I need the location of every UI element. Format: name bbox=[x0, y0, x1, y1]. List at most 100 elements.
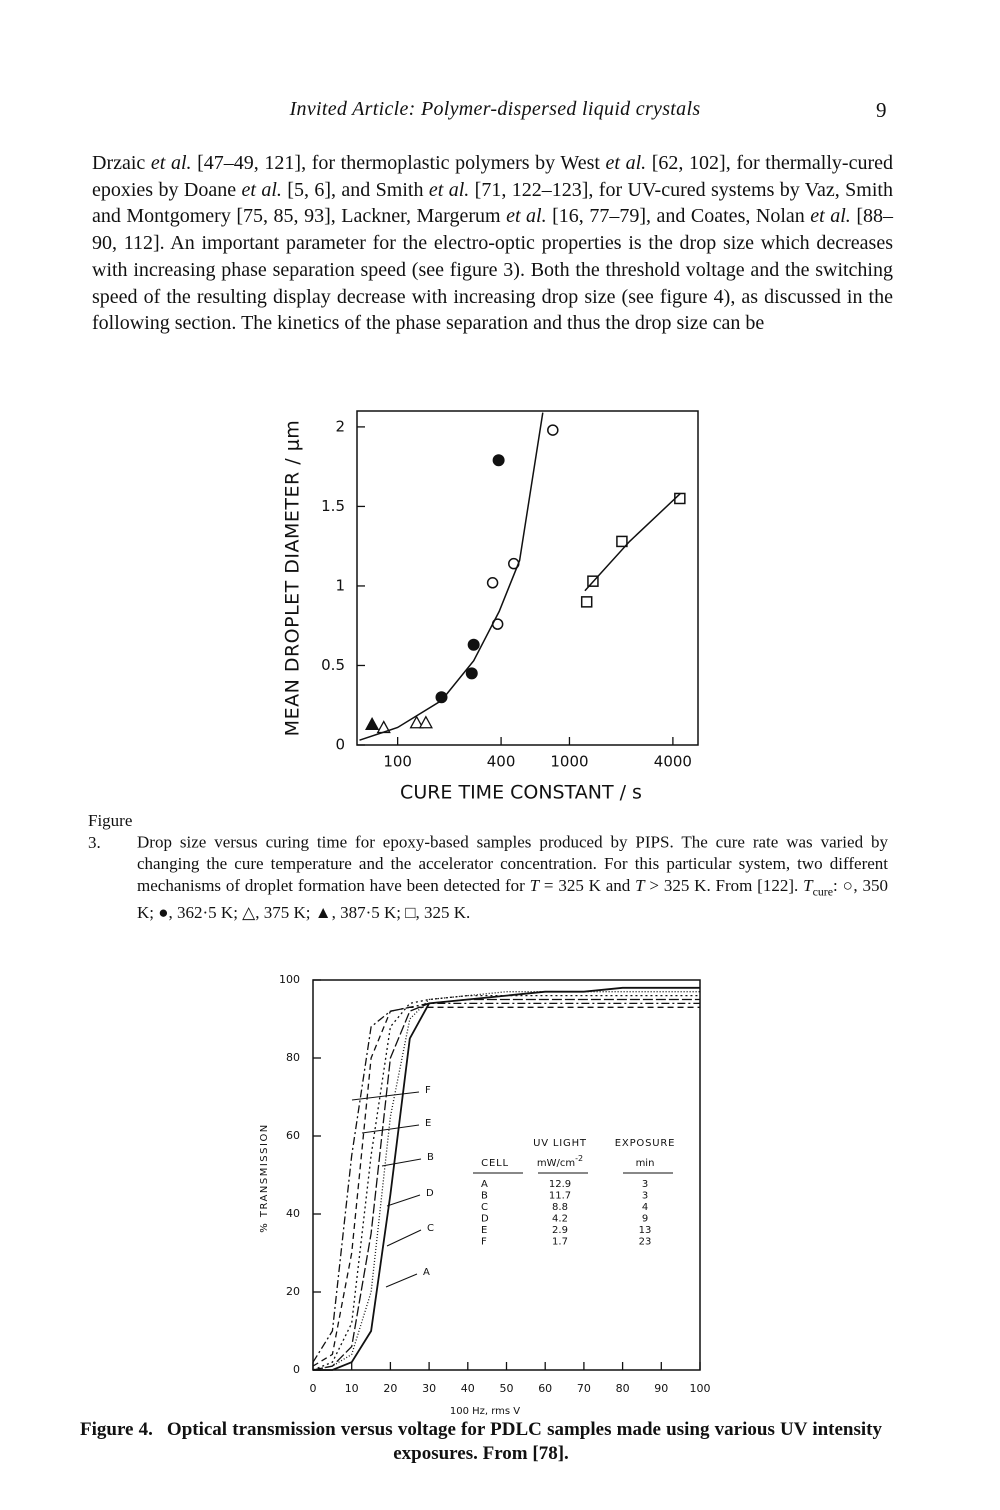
point bbox=[547, 424, 559, 436]
curve-label: D bbox=[426, 1188, 434, 1199]
table-cell: 8.8 bbox=[552, 1202, 568, 1213]
point bbox=[467, 638, 480, 651]
plot-frame bbox=[356, 410, 699, 746]
curve bbox=[312, 998, 700, 1371]
text-run: [71, 122–123], for UV-cured systems by V… bbox=[92, 178, 893, 228]
text-run: et al. bbox=[241, 178, 282, 201]
x-tick-label: 100 bbox=[383, 753, 412, 771]
curve bbox=[312, 994, 700, 1371]
text-run: [47–49, 121], for thermoplastic polymers… bbox=[191, 152, 606, 174]
point bbox=[364, 716, 380, 730]
y-tick-label: 0 bbox=[293, 1363, 300, 1376]
x-tick-label: 40 bbox=[461, 1382, 475, 1395]
fit-line bbox=[359, 412, 544, 741]
y-tick-label: 0 bbox=[335, 736, 345, 754]
leader-line bbox=[351, 1091, 420, 1101]
point bbox=[465, 667, 478, 680]
point bbox=[418, 715, 433, 729]
table-cell: 4 bbox=[642, 1202, 648, 1213]
x-tick-label: 100 bbox=[690, 1382, 711, 1395]
point bbox=[435, 691, 448, 704]
page-number: 9 bbox=[876, 98, 887, 122]
table-cell: 1.7 bbox=[552, 1237, 568, 1248]
table-cell: 3 bbox=[642, 1191, 648, 1202]
x-tick-label: 30 bbox=[422, 1382, 436, 1395]
x-axis-title: 100 Hz, rms V bbox=[450, 1406, 520, 1417]
table-cell: 2.9 bbox=[552, 1225, 568, 1236]
y-tick-label: 100 bbox=[279, 973, 300, 986]
x-tick-label: 1000 bbox=[550, 753, 588, 771]
x-tick-label: 50 bbox=[500, 1382, 514, 1395]
text-run: et al. bbox=[605, 152, 647, 174]
y-axis-title: MEAN DROPLET DIAMETER / μm bbox=[282, 420, 304, 737]
unit-text: min bbox=[636, 1158, 655, 1169]
y-axis-title: % TRANSMISSION bbox=[259, 1123, 270, 1233]
table-unit: mW/cm-2 bbox=[537, 1154, 583, 1170]
text-run: T bbox=[529, 875, 540, 895]
table-cell: 12.9 bbox=[549, 1179, 571, 1190]
text-run: T bbox=[635, 875, 645, 895]
x-tick-label: 4000 bbox=[654, 753, 692, 771]
text-run: [5, 6], and Smith bbox=[281, 178, 429, 201]
x-tick-label: 0 bbox=[310, 1382, 317, 1395]
point bbox=[486, 577, 499, 589]
caption-label: Figure 3. bbox=[88, 811, 133, 852]
curve-label: E bbox=[425, 1118, 431, 1129]
plot-frame bbox=[312, 979, 701, 1371]
text-run: > 325 K. From [122]. bbox=[644, 875, 804, 895]
table-cell: B bbox=[481, 1191, 488, 1202]
running-header: Invited Article: Polymer-dispersed liqui… bbox=[289, 98, 701, 120]
figure-caption: Figure 4. Optical transmission versus vol… bbox=[80, 1418, 882, 1466]
x-tick-label: 90 bbox=[654, 1382, 668, 1395]
curve-label: F bbox=[425, 1085, 431, 1096]
table-cell: 11.7 bbox=[549, 1191, 571, 1202]
leader-line bbox=[361, 1124, 420, 1134]
table-cell: 4.2 bbox=[552, 1214, 568, 1225]
text-run: Drop size versus curing time for epoxy-b… bbox=[137, 832, 888, 895]
text-run: T bbox=[803, 875, 813, 895]
x-tick-label: 20 bbox=[383, 1382, 397, 1395]
curve bbox=[312, 1002, 700, 1363]
text-run: Optical transmission versus voltage for … bbox=[166, 1419, 882, 1464]
table-cell: A bbox=[481, 1179, 488, 1190]
leader-line bbox=[381, 1158, 422, 1167]
y-tick-label: 2 bbox=[335, 417, 345, 435]
curve-label: B bbox=[427, 1152, 434, 1163]
x-tick-label: 400 bbox=[487, 753, 516, 771]
text-run: et al. bbox=[506, 205, 547, 228]
y-tick-label: 40 bbox=[286, 1207, 300, 1220]
point bbox=[409, 715, 424, 729]
text-run: = 325 K and bbox=[539, 875, 636, 895]
point bbox=[580, 596, 593, 608]
curve-label: A bbox=[423, 1267, 430, 1278]
table-cell: 23 bbox=[639, 1237, 652, 1248]
table-cell: 9 bbox=[642, 1214, 648, 1225]
text-run: et al. bbox=[150, 152, 192, 174]
text-run: [88–90, 112]. An important parameter for… bbox=[92, 205, 893, 335]
text-run: et al. bbox=[428, 178, 470, 201]
point bbox=[616, 535, 628, 548]
table-header: EXPOSURE bbox=[615, 1138, 675, 1149]
curve bbox=[312, 1006, 700, 1367]
table-header: CELL bbox=[481, 1158, 509, 1169]
x-tick-label: 80 bbox=[616, 1382, 630, 1395]
y-tick-label: 60 bbox=[286, 1129, 300, 1142]
y-tick-label: 0.5 bbox=[321, 656, 345, 674]
text-run: cure bbox=[812, 883, 834, 898]
caption-label: Figure 4. bbox=[80, 1419, 153, 1440]
table-cell: E bbox=[481, 1225, 487, 1236]
y-tick-label: 1.5 bbox=[321, 497, 345, 515]
text-run: [16, 77–79], and Coates, Nolan bbox=[546, 205, 811, 228]
y-tick-label: 80 bbox=[286, 1051, 300, 1064]
table-cell: F bbox=[481, 1237, 487, 1248]
text-run: [62, 102], for thermally-cured epoxies b… bbox=[92, 152, 893, 201]
table-cell: D bbox=[481, 1214, 489, 1225]
table-cell: 3 bbox=[642, 1179, 648, 1190]
point bbox=[492, 454, 505, 467]
table-unit: min bbox=[636, 1158, 655, 1169]
table-header: UV LIGHT bbox=[533, 1138, 587, 1149]
leader-line bbox=[385, 1273, 418, 1288]
